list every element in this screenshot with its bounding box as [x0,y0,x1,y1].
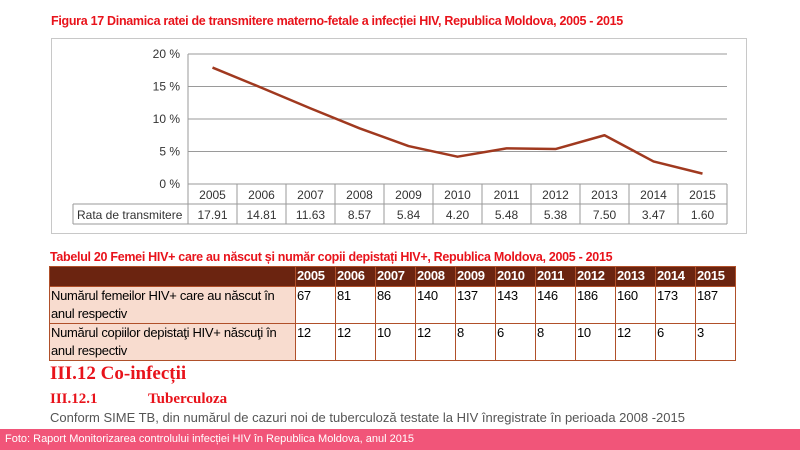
series-line [212,66,703,175]
cell-value: 12 [335,323,376,361]
data-label: 14.81 [246,208,276,222]
x-tick-label: 2006 [248,188,275,202]
cell-value: 6 [495,323,536,361]
cell-value: 186 [575,286,616,324]
cell-value: 10 [575,323,616,361]
data-label: 3.47 [642,208,666,222]
y-tick-label: 5 % [159,145,180,159]
cell-value: 160 [615,286,656,324]
header-year: 2010 [495,266,536,287]
figure-title: Figura 17 Dinamica ratei de transmitere … [51,14,623,28]
cell-value: 6 [655,323,696,361]
row-label: Numărul copiilor depistaţi HIV+ născuţi … [49,323,296,361]
x-tick-label: 2013 [591,188,618,202]
subsection-title: Tuberculoza [148,391,228,407]
x-tick-label: 2015 [689,188,716,202]
x-tick-label: 2010 [444,188,471,202]
cell-value: 3 [695,323,736,361]
data-label: 11.63 [296,208,325,222]
cell-value: 12 [615,323,656,361]
y-tick-label: 15 % [153,80,181,94]
x-tick-label: 2005 [199,188,226,202]
cell-value: 143 [495,286,536,324]
series-label: Rata de transmitere [77,208,183,222]
caption-bar [0,429,800,450]
header-year: 2007 [375,266,416,287]
y-tick-label: 0 % [159,177,180,191]
line-chart: 0 % 5 % 10 % 15 % 20 % Rata de transmitere 200… [72,47,728,225]
cell-value: 146 [535,286,576,324]
header-blank [49,266,296,287]
x-tick-label: 2011 [494,188,520,202]
x-tick-label: 2007 [297,188,324,202]
x-tick-label: 2009 [395,188,422,202]
chart-frame [51,38,747,234]
data-label: 5.48 [495,208,519,222]
header-year: 2008 [415,266,456,287]
cell-value: 187 [695,286,736,324]
header-year: 2013 [615,266,656,287]
header-year: 2014 [655,266,696,287]
header-year: 2006 [335,266,376,287]
cell-value: 12 [295,323,336,361]
section-heading: III.12 Co-infecții [50,363,187,384]
data-label: 17.91 [197,208,227,222]
cell-value: 81 [335,286,376,324]
x-tick-label: 2012 [542,188,569,202]
y-tick-label: 10 % [153,112,181,126]
cell-value: 140 [415,286,456,324]
data-label: 1.60 [691,208,715,222]
data-label: 4.20 [446,208,470,222]
table-row: Numărul femeilor HIV+ care au născut în … [49,286,736,324]
cell-value: 173 [655,286,696,324]
y-tick-label: 20 % [153,47,181,61]
photo-caption: Foto: Raport Monitorizarea controlului i… [5,433,415,445]
x-tick-label: 2014 [640,188,667,202]
table-row: Numărul copiilor depistaţi HIV+ născuţi … [49,323,736,361]
cell-value: 8 [455,323,496,361]
cell-value: 67 [295,286,336,324]
data-table: 2005 2006 2007 2008 2009 2010 2011 2012 2013 2014… [49,266,736,361]
x-tick-label: 2008 [346,188,373,202]
subsection-number: III.12.1 [50,391,98,407]
header-year: 2015 [695,266,736,287]
data-label: 5.38 [544,208,568,222]
cell-value: 12 [415,323,456,361]
data-label: 8.57 [348,208,372,222]
data-label: 7.50 [593,208,617,222]
row-label: Numărul femeilor HIV+ care au născut în … [49,286,296,324]
cell-value: 8 [535,323,576,361]
cell-value: 137 [455,286,496,324]
data-label: 5.84 [397,208,421,222]
header-year: 2011 [535,266,576,287]
header-year: 2009 [455,266,496,287]
header-year: 2012 [575,266,616,287]
cell-value: 10 [375,323,416,361]
cell-value: 86 [375,286,416,324]
table-title: Tabelul 20 Femei HIV+ care au născut și … [50,250,613,264]
header-year: 2005 [295,266,336,287]
body-text: Conform SIME TB, din numărul de cazuri n… [50,410,685,425]
